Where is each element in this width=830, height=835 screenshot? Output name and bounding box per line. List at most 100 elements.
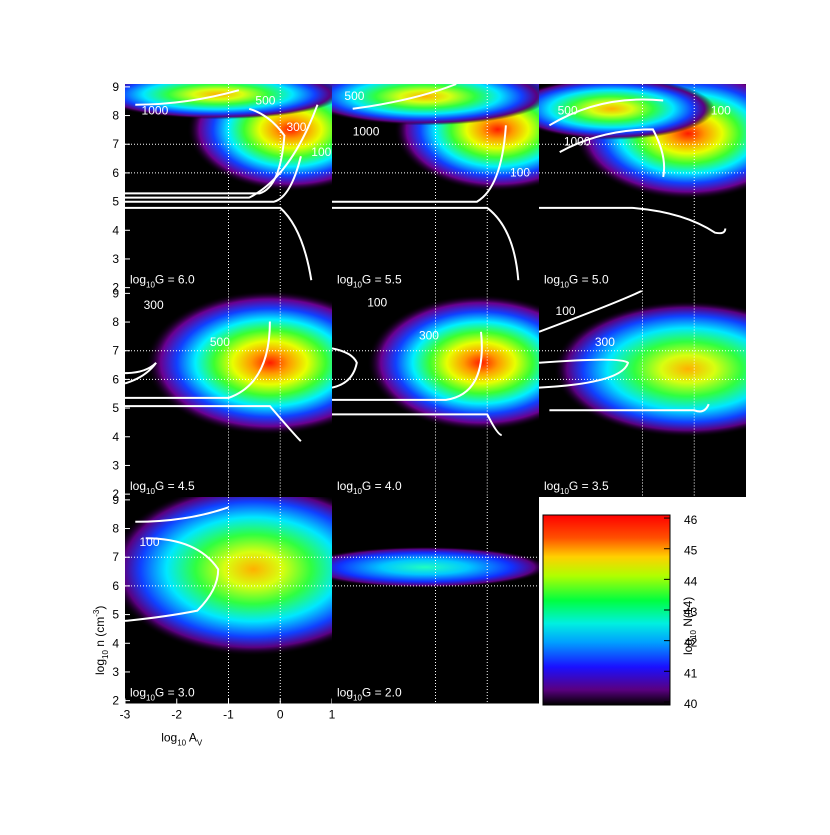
y-tick-label: 2 bbox=[112, 487, 119, 501]
x-tick-label: -2 bbox=[171, 708, 182, 722]
panel-label: log10G = 3.5 bbox=[544, 479, 609, 496]
panel: 100 300 bbox=[539, 290, 746, 497]
contour bbox=[549, 403, 710, 413]
contour bbox=[125, 107, 286, 195]
intensity-region bbox=[539, 84, 715, 140]
label-part: -3 bbox=[92, 609, 101, 617]
contour bbox=[539, 290, 643, 333]
label-part: 10 bbox=[560, 487, 569, 496]
intensity-region bbox=[125, 84, 332, 120]
contour-label: 1000 bbox=[564, 135, 591, 149]
contour bbox=[539, 358, 630, 389]
label-part: G = 4.5 bbox=[155, 479, 195, 493]
panel-label: log10G = 4.0 bbox=[337, 479, 402, 496]
label-part: V bbox=[197, 739, 203, 748]
label-part: G = 5.0 bbox=[569, 273, 609, 287]
label-part: G = 3.5 bbox=[569, 479, 609, 493]
panel-label: log10G = 6.0 bbox=[130, 273, 195, 290]
contour bbox=[125, 104, 319, 199]
contour bbox=[125, 321, 271, 399]
contour-label: 300 bbox=[286, 120, 306, 134]
intensity-region bbox=[553, 300, 746, 438]
label-part: log bbox=[544, 273, 560, 287]
y-tick-label: 3 bbox=[112, 252, 119, 266]
contour bbox=[125, 156, 302, 203]
label-part: G = 5.5 bbox=[362, 273, 402, 287]
label-part: N(14) bbox=[681, 597, 695, 630]
label-part: log bbox=[337, 479, 353, 493]
y-tick-label: 4 bbox=[112, 223, 119, 237]
y-tick-label: 6 bbox=[112, 372, 119, 386]
panel: 500 1000 100 bbox=[332, 84, 539, 291]
colorbar-tick-label: 46 bbox=[684, 513, 698, 527]
panel-label: log10G = 4.5 bbox=[130, 479, 195, 496]
label-part: log bbox=[544, 479, 560, 493]
label-part: log bbox=[130, 273, 146, 287]
y-tick-label: 3 bbox=[112, 665, 119, 679]
contour-label: 100 bbox=[510, 166, 530, 180]
label-part: ) bbox=[93, 606, 107, 610]
label-part: log bbox=[93, 659, 107, 675]
label-part: log bbox=[161, 731, 177, 745]
panel-label: log10G = 5.0 bbox=[544, 273, 609, 290]
panel-label: log10G = 2.0 bbox=[337, 686, 402, 703]
colorbar-title: log10 N(14) bbox=[681, 597, 698, 655]
label-part: G = 4.0 bbox=[362, 479, 402, 493]
contour-label: 300 bbox=[595, 335, 615, 349]
contour-label: 100 bbox=[711, 104, 731, 118]
panel: 300 500 bbox=[125, 290, 332, 497]
x-tick-label: 0 bbox=[277, 708, 284, 722]
y-tick-label: 9 bbox=[112, 80, 119, 94]
panel: 100 bbox=[125, 497, 332, 704]
contour-label: 100 bbox=[139, 535, 159, 549]
contour bbox=[332, 206, 520, 281]
contour-label: 100 bbox=[367, 296, 387, 310]
label-part: 10 bbox=[146, 694, 155, 703]
label-part: 10 bbox=[689, 630, 698, 639]
contour-label: 100 bbox=[311, 145, 331, 159]
intensity-region bbox=[332, 84, 539, 126]
x-tick-label: -1 bbox=[223, 708, 234, 722]
label-part: 10 bbox=[101, 650, 110, 659]
label-part: G = 2.0 bbox=[362, 686, 402, 700]
label-part: 10 bbox=[146, 281, 155, 290]
y-tick-label: 9 bbox=[112, 493, 119, 507]
x-tick-label: 1 bbox=[329, 708, 336, 722]
contour bbox=[559, 128, 666, 178]
contour bbox=[548, 98, 664, 127]
label-part: G = 3.0 bbox=[155, 686, 195, 700]
colorbar-tick-label: 44 bbox=[684, 574, 698, 588]
colorbar-tick-label: 42 bbox=[684, 636, 698, 650]
contour bbox=[332, 331, 483, 401]
label-part: G = 6.0 bbox=[155, 273, 195, 287]
contour bbox=[125, 537, 220, 622]
x-tick-label: -3 bbox=[120, 708, 131, 722]
y-tick-label: 7 bbox=[112, 137, 119, 151]
y-tick-label: 2 bbox=[112, 281, 119, 295]
panel: 100 300 bbox=[332, 290, 539, 497]
label-part: log bbox=[337, 686, 353, 700]
colorbar-tick-label: 41 bbox=[684, 666, 698, 680]
contour bbox=[135, 89, 240, 106]
contour-label: 500 bbox=[558, 104, 578, 118]
contour-label: 500 bbox=[344, 89, 364, 103]
y-tick-label: 5 bbox=[112, 401, 119, 415]
intensity-region bbox=[332, 546, 539, 588]
y-axis-title: log10 n (cm-3) bbox=[92, 606, 110, 675]
contour-label: 1000 bbox=[142, 104, 169, 118]
y-tick-label: 4 bbox=[112, 636, 119, 650]
colorbar-tick-label: 43 bbox=[684, 605, 698, 619]
label-part: 10 bbox=[146, 487, 155, 496]
contour bbox=[135, 506, 229, 523]
label-part: 10 bbox=[560, 281, 569, 290]
y-tick-label: 7 bbox=[112, 550, 119, 564]
contour-label: 300 bbox=[419, 329, 439, 343]
colorbar-tick-label: 40 bbox=[684, 697, 698, 711]
contour-label: 500 bbox=[210, 335, 230, 349]
panel: 1000 500 300 100 bbox=[125, 84, 332, 291]
y-tick-label: 9 bbox=[112, 286, 119, 300]
panel-label: log10G = 5.5 bbox=[337, 273, 402, 290]
contour bbox=[332, 125, 507, 203]
y-tick-label: 6 bbox=[112, 166, 119, 180]
